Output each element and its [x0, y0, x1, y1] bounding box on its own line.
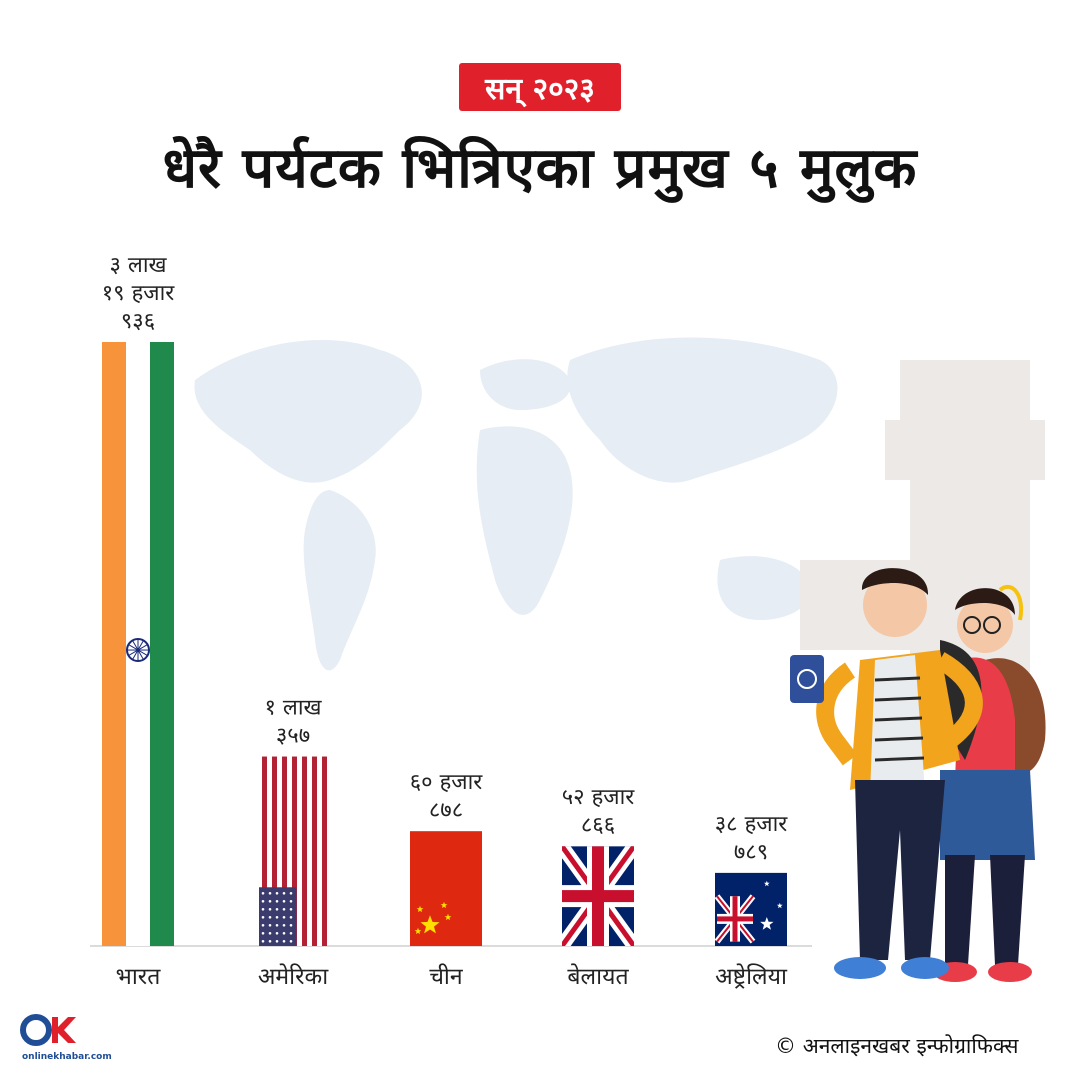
category-label: भारत [116, 964, 162, 990]
china-big-star-icon [420, 915, 440, 934]
woman-figure [933, 584, 1046, 982]
man-figure [790, 568, 983, 979]
value-label: ८६६ [581, 813, 615, 838]
copyright-icon: © [775, 1034, 796, 1058]
year-badge: सन् २०२३ [459, 63, 621, 111]
logo-text: onlinekhabar.com [22, 1052, 112, 1062]
value-label: ५२ हजार [562, 785, 636, 810]
footer-credit: © अनलाइनखबर इन्फोग्राफिक्स [775, 1032, 1019, 1060]
bar-2 [410, 831, 482, 946]
value-label: ८७८ [429, 798, 463, 823]
bar-3 [562, 846, 634, 946]
bar-1 [259, 756, 327, 946]
category-label: अष्ट्रेलिया [715, 963, 788, 990]
category-label: चीन [429, 963, 464, 990]
value-label: ३५७ [276, 724, 310, 749]
value-label: ३ लाख [109, 253, 167, 278]
page-title: धेरै पर्यटक भित्रिएका प्रमुख ५ मुलुक [162, 136, 918, 201]
value-label: ७८९ [734, 840, 768, 865]
value-label: १ लाख [264, 696, 322, 721]
credit-text: अनलाइनखबर इन्फोग्राफिक्स [802, 1034, 1019, 1058]
category-label: बेलायत [567, 963, 629, 990]
value-label: १९ हजार [102, 281, 176, 306]
category-label: अमेरिका [258, 963, 329, 990]
bar-0 [102, 342, 174, 946]
value-label: ३८ हजार [715, 812, 789, 837]
value-label: ९३६ [121, 309, 155, 334]
value-label: ६० हजार [410, 770, 484, 795]
onlinekhabar-logo [20, 1014, 76, 1046]
bar-4 [715, 872, 787, 946]
